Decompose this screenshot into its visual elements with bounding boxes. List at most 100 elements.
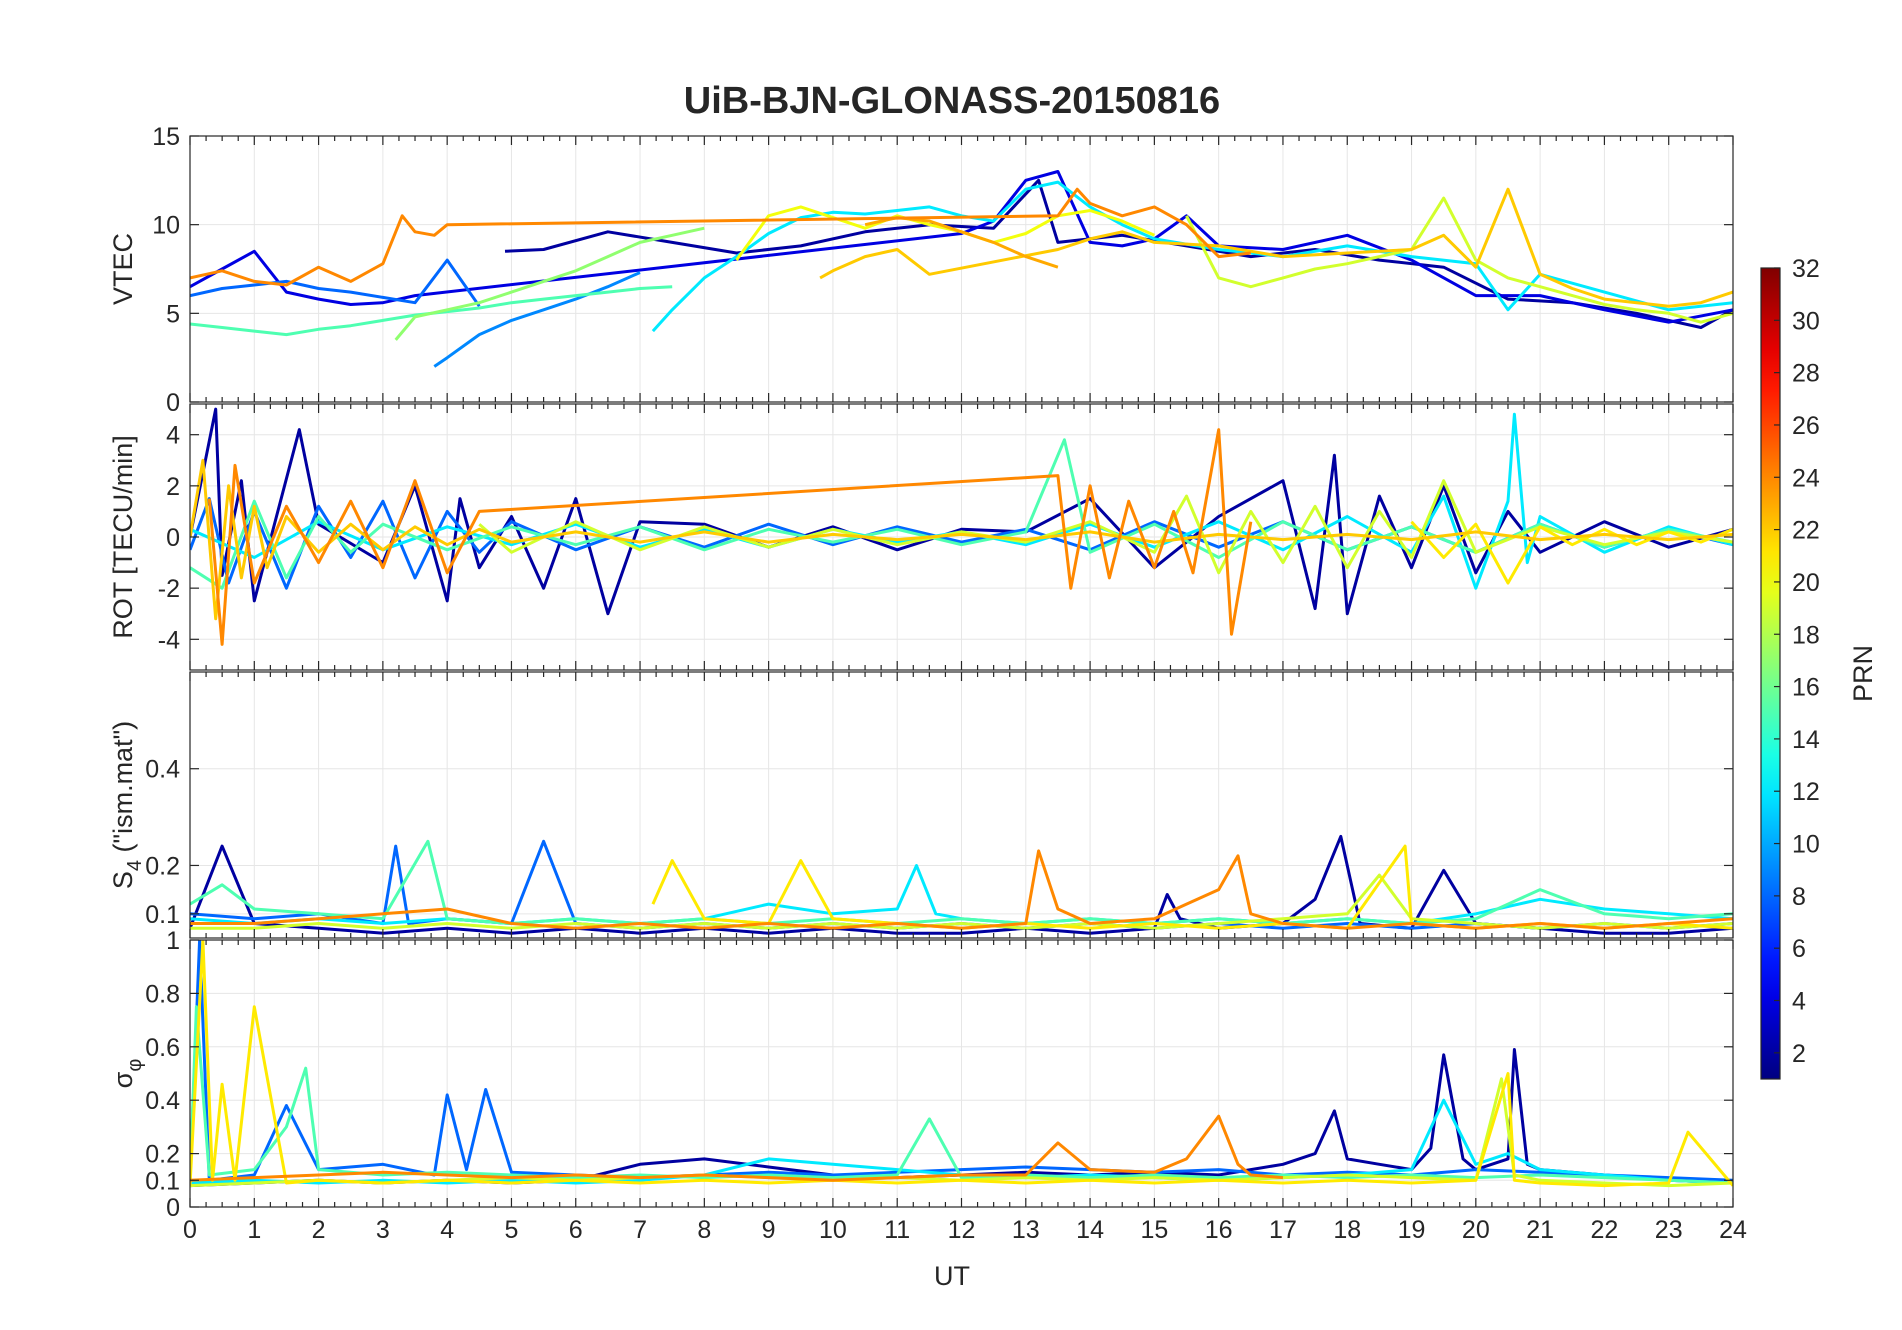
x-tick-label: 6: [569, 1216, 583, 1244]
colorbar-tick-label: 26: [1792, 412, 1820, 440]
y-tick-label: 2: [166, 473, 180, 501]
x-axis-label: UT: [934, 1261, 970, 1291]
y-axis-label-main: σ: [108, 1071, 138, 1088]
x-tick-label: 15: [1140, 1216, 1168, 1244]
series-prn-15: [190, 438, 1733, 590]
colorbar-tick-label: 18: [1792, 621, 1820, 649]
y-axis-label: VTEC: [108, 233, 138, 305]
series-group: [190, 170, 1733, 368]
y-tick-label: 0.1: [145, 1167, 180, 1195]
y-axis-label-rest: ("ism.mat"): [108, 721, 138, 860]
x-tick-label: 11: [884, 1216, 910, 1244]
series-prn-24: [190, 849, 1733, 930]
panel-1: 0 5 10 15 VTEC: [108, 123, 1734, 417]
y-tick-label: 10: [152, 212, 180, 240]
x-tick-label: 24: [1719, 1216, 1747, 1244]
x-tick-label: 16: [1205, 1216, 1233, 1244]
y-tick-label: 0.4: [145, 756, 180, 784]
colorbar-tick-label: 6: [1792, 935, 1806, 963]
panel-2: -4 -2 0 2 4 ROT [TECU/min]: [108, 403, 1734, 671]
chart-title: UiB-BJN-GLONASS-20150816: [684, 80, 1220, 122]
series-prn-22: [190, 458, 1733, 621]
x-tick-label: 7: [633, 1216, 647, 1244]
y-tick-label: 0.8: [145, 980, 180, 1008]
colorbar-tick-label: 16: [1792, 674, 1820, 702]
series-prn-12: [190, 412, 1733, 590]
x-tick-label: 19: [1398, 1216, 1426, 1244]
panel-3: 0.10.20.4S4 ("ism.mat"): [108, 671, 1734, 939]
series-prn-17: [394, 226, 705, 341]
x-tick-label: 8: [697, 1216, 711, 1244]
x-tick-label: 22: [1591, 1216, 1619, 1244]
y-tick-label: 1: [166, 927, 180, 955]
colorbar-tick-label: 20: [1792, 569, 1820, 597]
y-axis-label-main: S: [108, 871, 138, 889]
x-tick-label: 13: [1012, 1216, 1040, 1244]
colorbar-tick-label: 32: [1792, 255, 1820, 283]
colorbar-tick-label: 4: [1792, 988, 1806, 1016]
series-prn-8: [190, 258, 481, 308]
series-prn-15: [190, 1005, 1733, 1185]
series-prn-21: [190, 940, 1733, 1188]
series-prn-21: [1410, 520, 1733, 585]
series-prn-4: [190, 170, 1733, 324]
y-axis-label: S4 ("ism.mat"): [108, 721, 146, 889]
y-tick-label: -2: [158, 575, 180, 603]
series-prn-19: [190, 1077, 1733, 1188]
y-tick-label: 0.2: [145, 852, 180, 880]
series-prn-24: [190, 187, 1251, 287]
colorbar-tick-label: 14: [1792, 726, 1820, 754]
colorbar-label: PRN: [1848, 645, 1878, 702]
y-tick-label: 4: [166, 422, 180, 450]
series-prn-22: [819, 187, 1733, 308]
series-prn-9: [433, 271, 641, 368]
series-prn-20: [735, 205, 1156, 261]
y-axis-label-sub: 4: [124, 860, 146, 871]
x-tick-label: 23: [1655, 1216, 1683, 1244]
y-axis-label: σφ: [108, 1059, 146, 1089]
colorbar-box: [1760, 267, 1781, 1080]
x-tick-label: 5: [505, 1216, 519, 1244]
y-axis-label: ROT [TECU/min]: [108, 435, 138, 639]
colorbar-tick-label: 22: [1792, 517, 1820, 545]
colorbar-tick-label: 12: [1792, 778, 1820, 806]
x-tick-label: 17: [1269, 1216, 1297, 1244]
series-group: [190, 407, 1733, 646]
y-tick-label: 0: [166, 524, 180, 552]
colorbar-tick-label: 30: [1792, 307, 1820, 335]
colorbar-fill: [1761, 268, 1780, 1079]
series-group: [190, 940, 1733, 1188]
colorbar-tick-label: 2: [1792, 1040, 1806, 1068]
x-tick-label: 2: [312, 1216, 326, 1244]
series-prn-12: [651, 180, 1733, 333]
colorbar-tick-label: 8: [1792, 883, 1806, 911]
y-tick-label: 0.1: [145, 901, 180, 929]
y-tick-label: 0.6: [145, 1034, 180, 1062]
series-prn-19: [478, 479, 1733, 575]
y-tick-label: 0: [166, 1194, 180, 1222]
series-prn-19: [1185, 196, 1733, 324]
series-prn-24: [190, 1114, 1284, 1182]
y-tick-label: 5: [166, 300, 180, 328]
x-tick-label: 14: [1076, 1216, 1104, 1244]
y-tick-label: 0.4: [145, 1087, 180, 1115]
y-tick-label: 0: [166, 389, 180, 417]
y-axis-label-sub: φ: [124, 1059, 146, 1072]
x-tick-label: 4: [440, 1216, 454, 1244]
colorbar-tick-label: 28: [1792, 360, 1820, 388]
y-tick-label: -4: [158, 626, 180, 654]
x-tick-label: 20: [1462, 1216, 1490, 1244]
x-tick-label: 0: [183, 1216, 197, 1244]
x-tick-label: 10: [819, 1216, 847, 1244]
x-tick-label: 21: [1526, 1216, 1554, 1244]
colorbar-tick-label: 10: [1792, 831, 1820, 859]
x-tick-label: 18: [1333, 1216, 1361, 1244]
colorbar-tick-label: 24: [1792, 464, 1820, 492]
y-tick-label: 15: [152, 123, 180, 151]
x-tick-label: 9: [762, 1216, 776, 1244]
